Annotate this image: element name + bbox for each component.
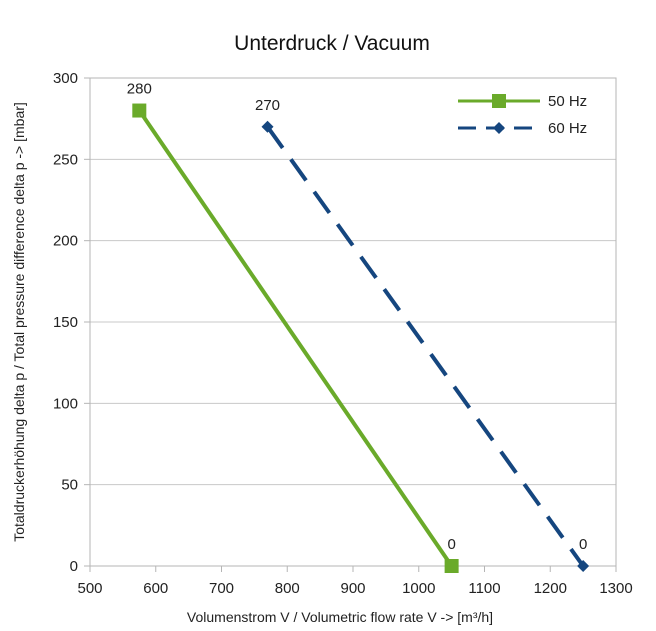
x-axis-title: Volumenstrom V / Volumetric flow rate V … [187, 609, 493, 625]
y-tick-label: 300 [53, 70, 78, 87]
series-50-hz: 280 0 [127, 81, 459, 573]
data-point-diamond [577, 560, 590, 572]
y-tick-label: 0 [70, 558, 78, 575]
x-tick-label: 1300 [599, 580, 632, 597]
x-tick-label: 900 [340, 580, 365, 597]
y-tick-label: 50 [61, 477, 78, 494]
y-tick-label: 150 [53, 314, 78, 331]
x-tick-label: 600 [143, 580, 168, 597]
data-point-diamond [493, 122, 505, 134]
data-point-square [132, 103, 147, 118]
data-label: 270 [255, 97, 280, 114]
legend-label: 50 Hz [548, 93, 587, 110]
x-tick-label: 1200 [534, 580, 567, 597]
y-tick-label: 250 [53, 151, 78, 168]
legend-item: 50 Hz [458, 93, 587, 110]
data-point-square [492, 94, 506, 108]
series-60-hz: 270 0 [255, 97, 590, 572]
y-tick-label: 100 [53, 395, 78, 412]
y-axis-ticks: 0 50 100 150 200 250 300 [53, 70, 90, 575]
data-label: 0 [447, 536, 455, 553]
legend-item: 60 Hz [458, 120, 587, 137]
legend-label: 60 Hz [548, 120, 587, 137]
data-point-diamond [261, 120, 274, 133]
series-line [137, 109, 454, 568]
x-tick-label: 700 [209, 580, 234, 597]
y-tick-label: 200 [53, 233, 78, 250]
x-tick-label: 500 [77, 580, 102, 597]
data-label: 0 [579, 536, 587, 553]
chart-title: Unterdruck / Vacuum [234, 32, 430, 55]
data-point-square [444, 559, 459, 573]
series-line [265, 125, 585, 568]
y-axis-title: Totaldruckerhöhung delta p / Total press… [11, 102, 27, 542]
legend: 50 Hz 60 Hz [458, 93, 587, 137]
data-label: 280 [127, 81, 152, 98]
x-tick-label: 800 [275, 580, 300, 597]
x-tick-label: 1000 [402, 580, 435, 597]
x-axis-ticks: 500 600 700 800 900 1000 1100 1200 1300 [77, 566, 633, 597]
data-series: 280 0 270 0 [127, 81, 590, 573]
x-tick-label: 1100 [468, 580, 500, 597]
